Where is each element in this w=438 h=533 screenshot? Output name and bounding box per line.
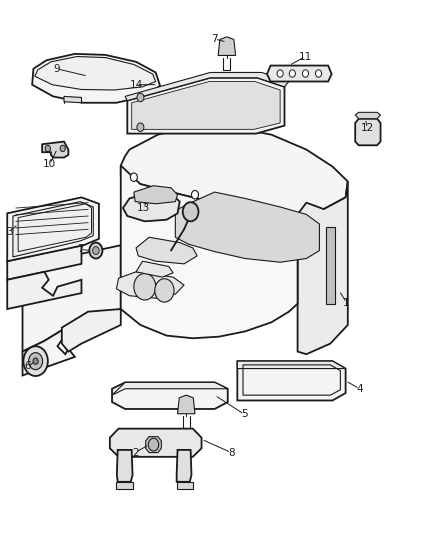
Polygon shape (125, 72, 289, 101)
Circle shape (148, 438, 159, 451)
Circle shape (137, 123, 144, 132)
Polygon shape (123, 192, 180, 221)
Circle shape (92, 247, 99, 255)
Polygon shape (117, 450, 133, 482)
Text: 5: 5 (241, 409, 247, 419)
Polygon shape (177, 482, 193, 489)
Circle shape (89, 243, 102, 259)
Polygon shape (355, 119, 381, 146)
Polygon shape (127, 78, 285, 134)
Polygon shape (35, 56, 155, 90)
Text: 14: 14 (129, 80, 143, 90)
Circle shape (302, 70, 308, 77)
Polygon shape (112, 382, 228, 409)
Polygon shape (7, 245, 81, 280)
Polygon shape (32, 54, 160, 103)
Polygon shape (112, 382, 228, 395)
Circle shape (28, 353, 42, 369)
Text: 3: 3 (6, 227, 13, 237)
Text: 11: 11 (299, 52, 312, 61)
Polygon shape (237, 361, 346, 400)
Circle shape (134, 273, 155, 300)
Text: 2: 2 (132, 448, 138, 457)
Polygon shape (7, 272, 81, 309)
Polygon shape (177, 450, 191, 482)
Polygon shape (132, 82, 280, 130)
Polygon shape (134, 185, 177, 204)
Text: 4: 4 (356, 384, 363, 394)
Circle shape (45, 146, 50, 152)
Text: 7: 7 (211, 34, 218, 44)
Circle shape (131, 173, 138, 181)
Polygon shape (136, 237, 197, 264)
Polygon shape (177, 395, 195, 414)
Polygon shape (13, 201, 93, 257)
Text: 6: 6 (25, 361, 31, 372)
Polygon shape (42, 142, 68, 158)
Polygon shape (218, 37, 236, 55)
Circle shape (183, 202, 198, 221)
Circle shape (33, 358, 38, 365)
Polygon shape (22, 245, 121, 352)
Polygon shape (237, 361, 346, 368)
Polygon shape (117, 272, 184, 298)
Polygon shape (121, 165, 297, 338)
Text: 13: 13 (137, 203, 151, 213)
Text: 12: 12 (361, 123, 374, 133)
Text: 8: 8 (228, 448, 234, 457)
Polygon shape (110, 429, 201, 457)
Polygon shape (64, 96, 81, 103)
Text: 10: 10 (43, 159, 56, 169)
Circle shape (315, 70, 321, 77)
Circle shape (277, 70, 283, 77)
Polygon shape (117, 482, 133, 489)
Polygon shape (146, 437, 161, 453)
Circle shape (289, 70, 295, 77)
Text: 9: 9 (53, 64, 60, 74)
Polygon shape (267, 66, 332, 82)
Polygon shape (22, 330, 75, 375)
Polygon shape (7, 197, 99, 261)
Circle shape (23, 346, 48, 376)
Circle shape (60, 146, 65, 152)
Circle shape (155, 279, 174, 302)
Circle shape (191, 190, 198, 199)
Polygon shape (175, 192, 319, 262)
Text: 1: 1 (343, 297, 350, 308)
Polygon shape (326, 227, 335, 304)
Polygon shape (121, 127, 348, 214)
Circle shape (137, 93, 144, 102)
Polygon shape (136, 261, 173, 277)
Polygon shape (297, 181, 348, 354)
Polygon shape (355, 112, 381, 119)
Polygon shape (62, 309, 121, 352)
Text: 7: 7 (77, 245, 84, 254)
